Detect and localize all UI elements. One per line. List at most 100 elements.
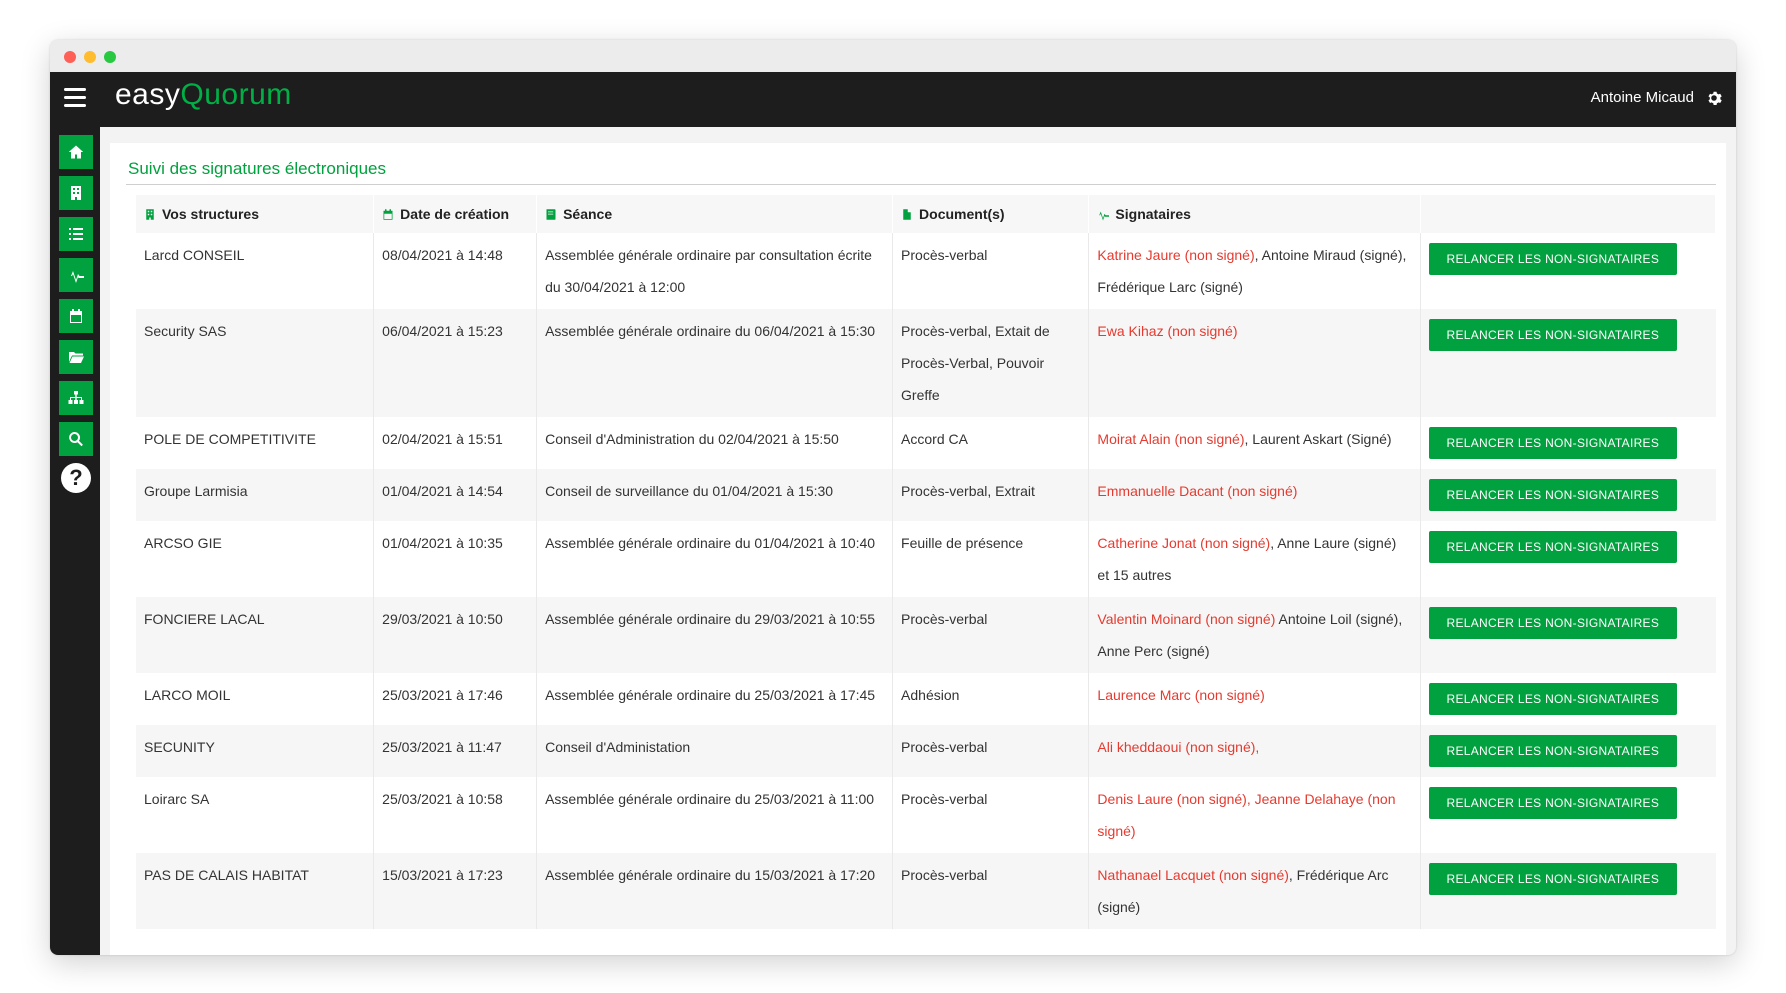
- table-row: Security SAS 06/04/2021 à 15:23 Assemblé…: [136, 309, 1716, 417]
- table-row: SECUNITY 25/03/2021 à 11:47 Conseil d'Ad…: [136, 725, 1716, 777]
- remind-button[interactable]: RELANCER LES NON-SIGNATAIRES: [1428, 787, 1677, 819]
- logo-text-easy: easy: [115, 78, 181, 111]
- table-row: PAS DE CALAIS HABITAT 15/03/2021 à 17:23…: [136, 853, 1716, 929]
- signature-icon: [68, 271, 84, 283]
- help-icon[interactable]: ?: [61, 463, 91, 493]
- cell-seance: Assemblée générale ordinaire du 15/03/20…: [536, 853, 894, 929]
- sitemap-icon: [68, 391, 84, 404]
- header-date[interactable]: Date de création: [373, 195, 538, 233]
- logo-text-quorum: Quorum: [180, 78, 292, 111]
- cell-seance: Assemblée générale ordinaire du 06/04/20…: [536, 309, 894, 417]
- cell-documents: Procès-verbal: [892, 725, 1090, 777]
- sidebar-item-structures[interactable]: [59, 176, 93, 210]
- cell-action: RELANCER LES NON-SIGNATAIRES: [1420, 597, 1716, 673]
- gear-icon[interactable]: [1706, 90, 1722, 106]
- sidebar-item-home[interactable]: [59, 135, 93, 169]
- menu-icon[interactable]: [64, 88, 86, 108]
- remind-button[interactable]: RELANCER LES NON-SIGNATAIRES: [1428, 735, 1677, 767]
- table-row: Loirarc SA 25/03/2021 à 10:58 Assemblée …: [136, 777, 1716, 853]
- cell-structure[interactable]: SECUNITY: [136, 725, 375, 777]
- cell-date: 06/04/2021 à 15:23: [373, 309, 538, 417]
- cell-signataires: Katrine Jaure (non signé), Antoine Mirau…: [1088, 233, 1421, 309]
- window-titlebar: [50, 40, 1736, 72]
- remind-button[interactable]: RELANCER LES NON-SIGNATAIRES: [1428, 319, 1677, 351]
- remind-button[interactable]: RELANCER LES NON-SIGNATAIRES: [1428, 479, 1677, 511]
- minimize-window-button[interactable]: [84, 51, 96, 63]
- remind-button[interactable]: RELANCER LES NON-SIGNATAIRES: [1428, 243, 1677, 275]
- cell-documents: Adhésion: [892, 673, 1090, 725]
- cell-seance: Assemblée générale ordinaire du 29/03/20…: [536, 597, 894, 673]
- remind-button[interactable]: RELANCER LES NON-SIGNATAIRES: [1428, 607, 1677, 639]
- cell-structure[interactable]: POLE DE COMPETITIVITE: [136, 417, 375, 469]
- book-icon: [545, 208, 557, 221]
- cell-action: RELANCER LES NON-SIGNATAIRES: [1420, 309, 1716, 417]
- header-structures[interactable]: Vos structures: [136, 195, 375, 233]
- cell-signataires: Ali kheddaoui (non signé),: [1088, 725, 1421, 777]
- cell-structure[interactable]: ARCSO GIE: [136, 521, 375, 597]
- header-date-label: Date de création: [400, 206, 510, 222]
- cell-date: 25/03/2021 à 11:47: [373, 725, 538, 777]
- main-content: Suivi des signatures électroniques Vos s…: [110, 143, 1726, 955]
- sidebar-item-list[interactable]: [59, 217, 93, 251]
- cell-seance: Assemblée générale ordinaire du 01/04/20…: [536, 521, 894, 597]
- user-menu[interactable]: Antoine Micaud: [1591, 89, 1722, 106]
- cell-seance: Assemblée générale ordinaire du 25/03/20…: [536, 673, 894, 725]
- building-icon: [144, 208, 156, 221]
- unsigned-signatories: Nathanael Lacquet (non signé): [1097, 867, 1289, 883]
- cell-seance: Assemblée générale ordinaire du 25/03/20…: [536, 777, 894, 853]
- close-window-button[interactable]: [64, 51, 76, 63]
- cell-documents: Procès-verbal: [892, 777, 1090, 853]
- cell-date: 02/04/2021 à 15:51: [373, 417, 538, 469]
- remind-button[interactable]: RELANCER LES NON-SIGNATAIRES: [1428, 531, 1677, 563]
- sidebar-item-signatures[interactable]: [59, 258, 93, 292]
- cell-date: 15/03/2021 à 17:23: [373, 853, 538, 929]
- other-signatories: Antoine Loil (signé), Anne Perc (signé): [1097, 611, 1403, 659]
- cell-structure[interactable]: LARCO MOIL: [136, 673, 375, 725]
- cell-structure[interactable]: Security SAS: [136, 309, 375, 417]
- unsigned-signatories: Ali kheddaoui (non signé),: [1097, 739, 1260, 755]
- cell-structure[interactable]: Loirarc SA: [136, 777, 375, 853]
- table-row: POLE DE COMPETITIVITE 02/04/2021 à 15:51…: [136, 417, 1716, 469]
- app-logo[interactable]: easyQuorum: [115, 78, 292, 112]
- other-signatories: , Antoine Miraud (signé), Frédérique Lar…: [1097, 247, 1407, 295]
- home-icon: [68, 145, 84, 159]
- sidebar-item-search[interactable]: [59, 422, 93, 456]
- other-signatories: , Anne Laure (signé) et 15 autres: [1097, 535, 1397, 583]
- header-signataires[interactable]: Signataires: [1088, 195, 1421, 233]
- sidebar-item-organization[interactable]: [59, 381, 93, 415]
- cell-date: 01/04/2021 à 14:54: [373, 469, 538, 521]
- cell-documents: Procès-verbal, Extrait: [892, 469, 1090, 521]
- cell-documents: Feuille de présence: [892, 521, 1090, 597]
- cell-documents: Procès-verbal: [892, 853, 1090, 929]
- remind-button[interactable]: RELANCER LES NON-SIGNATAIRES: [1428, 683, 1677, 715]
- signature-icon: [1097, 208, 1110, 221]
- page-title: Suivi des signatures électroniques: [128, 159, 386, 178]
- remind-button[interactable]: RELANCER LES NON-SIGNATAIRES: [1428, 427, 1677, 459]
- cell-signataires: Moirat Alain (non signé), Laurent Askart…: [1088, 417, 1421, 469]
- sidebar-item-calendar[interactable]: [59, 299, 93, 333]
- cell-structure[interactable]: Larcd CONSEIL: [136, 233, 375, 309]
- cell-signataires: Valentin Moinard (non signé) Antoine Loi…: [1088, 597, 1421, 673]
- cell-action: RELANCER LES NON-SIGNATAIRES: [1420, 725, 1716, 777]
- list-icon: [69, 228, 83, 240]
- sidebar-item-documents[interactable]: [59, 340, 93, 374]
- cell-seance: Conseil de surveillance du 01/04/2021 à …: [536, 469, 894, 521]
- unsigned-signatories: Catherine Jonat (non signé): [1097, 535, 1271, 551]
- calendar-icon: [382, 208, 394, 221]
- cell-signataires: Nathanael Lacquet (non signé), Frédériqu…: [1088, 853, 1421, 929]
- cell-action: RELANCER LES NON-SIGNATAIRES: [1420, 469, 1716, 521]
- header-seance[interactable]: Séance: [536, 195, 894, 233]
- remind-button[interactable]: RELANCER LES NON-SIGNATAIRES: [1428, 863, 1677, 895]
- cell-structure[interactable]: FONCIERE LACAL: [136, 597, 375, 673]
- cell-structure[interactable]: Groupe Larmisia: [136, 469, 375, 521]
- cell-documents: Procès-verbal: [892, 597, 1090, 673]
- unsigned-signatories: Katrine Jaure (non signé): [1097, 247, 1255, 263]
- table-row: ARCSO GIE 01/04/2021 à 10:35 Assemblée g…: [136, 521, 1716, 597]
- header-documents[interactable]: Document(s): [892, 195, 1090, 233]
- table-row: Groupe Larmisia 01/04/2021 à 14:54 Conse…: [136, 469, 1716, 521]
- unsigned-signatories: Emmanuelle Dacant (non signé): [1097, 483, 1298, 499]
- unsigned-signatories: Moirat Alain (non signé): [1097, 431, 1245, 447]
- cell-structure[interactable]: PAS DE CALAIS HABITAT: [136, 853, 375, 929]
- unsigned-signatories: Laurence Marc (non signé): [1097, 687, 1265, 703]
- maximize-window-button[interactable]: [104, 51, 116, 63]
